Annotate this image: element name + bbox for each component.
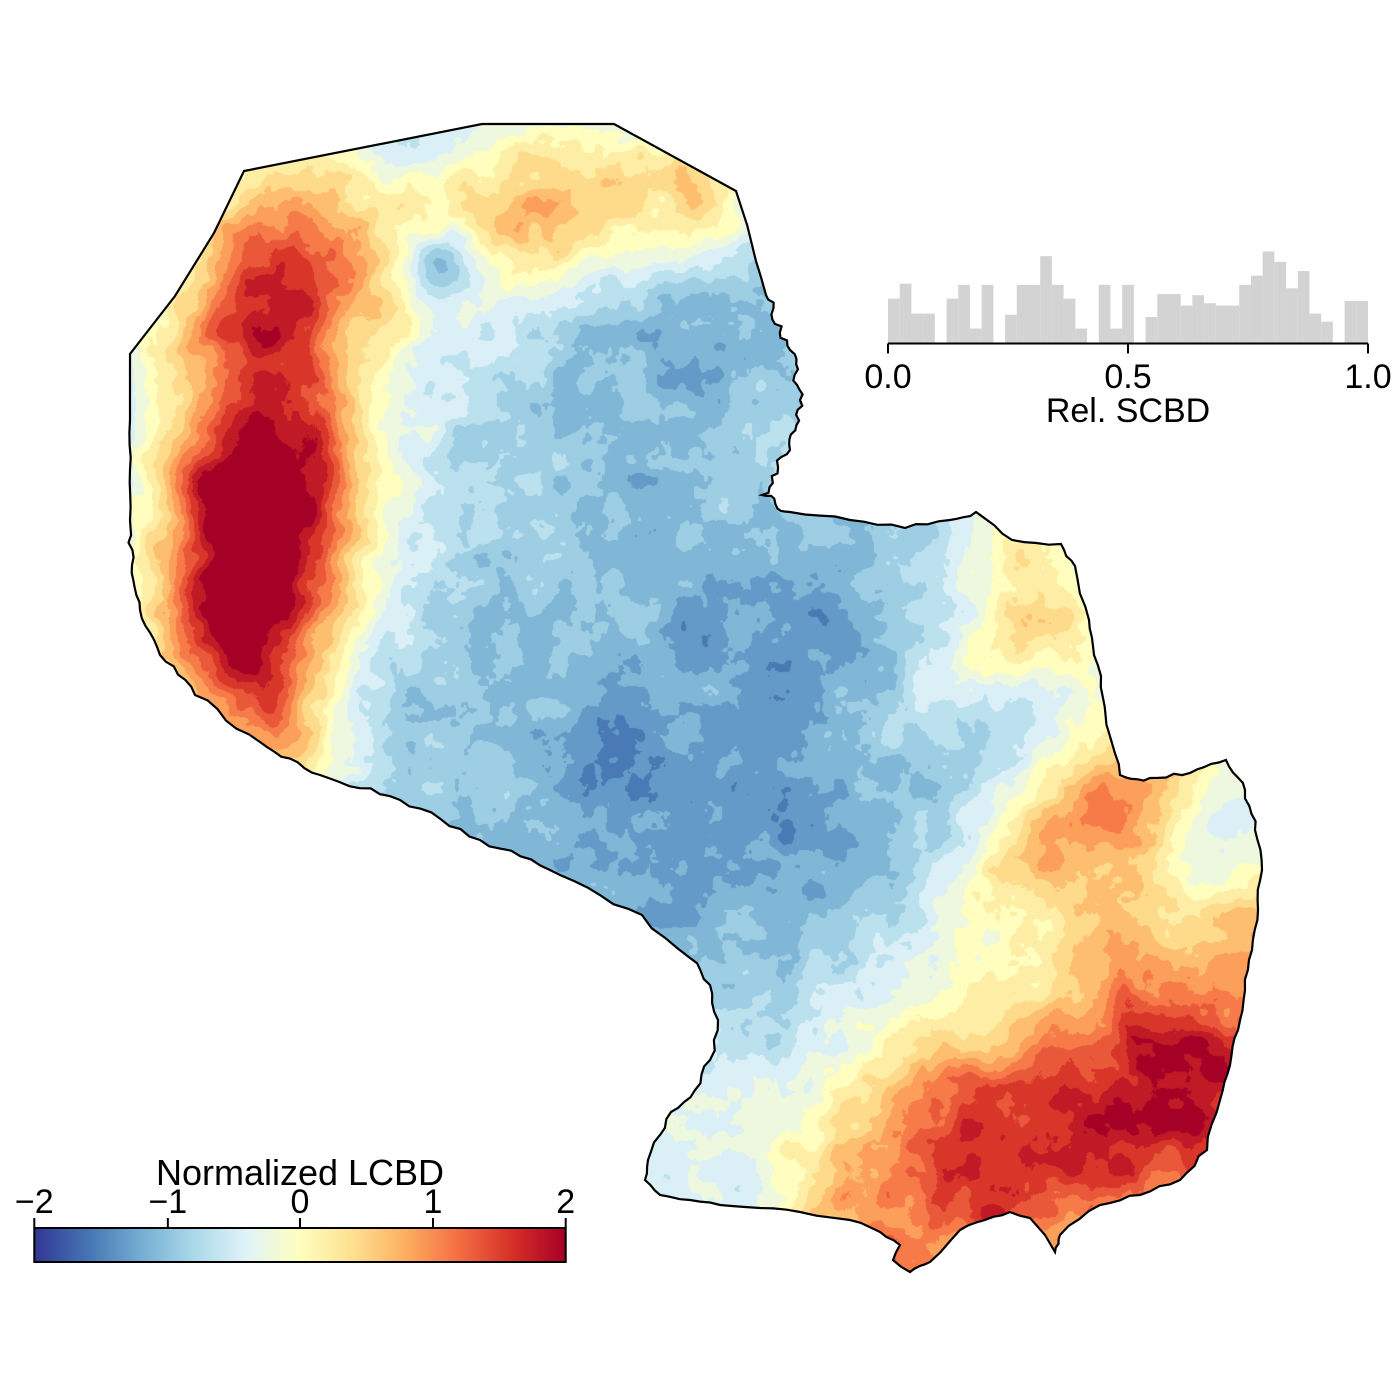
- svg-text:Rel. SCBD: Rel. SCBD: [1046, 392, 1210, 430]
- svg-text:2: 2: [556, 1183, 575, 1221]
- svg-text:−2: −2: [15, 1183, 54, 1221]
- svg-text:−1: −1: [148, 1183, 187, 1221]
- svg-text:0.5: 0.5: [1104, 358, 1151, 396]
- svg-text:1.0: 1.0: [1344, 358, 1391, 396]
- svg-text:1: 1: [424, 1183, 443, 1221]
- svg-text:0.0: 0.0: [864, 358, 911, 396]
- svg-text:0: 0: [291, 1183, 310, 1221]
